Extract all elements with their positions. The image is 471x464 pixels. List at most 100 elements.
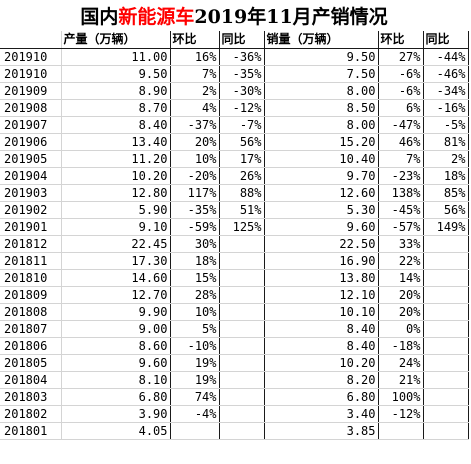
cell-sales-mom[interactable]: -6%	[378, 65, 424, 83]
cell-sales[interactable]: 10.20	[264, 354, 379, 372]
cell-production-mom[interactable]: 19%	[170, 371, 220, 389]
cell-sales-yoy[interactable]: -44%	[423, 48, 469, 66]
cell-production-mom[interactable]: 20%	[170, 133, 220, 151]
cell-sales-mom[interactable]: 20%	[378, 286, 424, 304]
cell-sales[interactable]: 9.70	[264, 167, 379, 185]
cell-production-yoy[interactable]: 56%	[219, 133, 265, 151]
cell-production-yoy[interactable]: -12%	[219, 99, 265, 117]
cell-production-mom[interactable]: -4%	[170, 405, 220, 423]
header-month[interactable]	[0, 31, 62, 49]
cell-production-yoy[interactable]: 125%	[219, 218, 265, 236]
cell-sales-mom[interactable]: 0%	[378, 320, 424, 338]
cell-production-yoy[interactable]	[219, 422, 265, 440]
cell-month[interactable]: 201801	[0, 422, 62, 440]
cell-production[interactable]: 13.40	[61, 133, 171, 151]
cell-production-yoy[interactable]	[219, 405, 265, 423]
cell-month[interactable]: 201807	[0, 320, 62, 338]
cell-sales-mom[interactable]: 21%	[378, 371, 424, 389]
cell-sales-mom[interactable]: 20%	[378, 303, 424, 321]
cell-production-mom[interactable]: 5%	[170, 320, 220, 338]
cell-sales[interactable]: 5.30	[264, 201, 379, 219]
cell-sales[interactable]: 8.00	[264, 82, 379, 100]
cell-sales-mom[interactable]: -6%	[378, 82, 424, 100]
cell-production-mom[interactable]: 28%	[170, 286, 220, 304]
cell-production-mom[interactable]: 18%	[170, 252, 220, 270]
cell-sales-yoy[interactable]	[423, 354, 469, 372]
cell-sales-mom[interactable]: 7%	[378, 150, 424, 168]
cell-sales-mom[interactable]: 138%	[378, 184, 424, 202]
cell-production-mom[interactable]: 2%	[170, 82, 220, 100]
cell-month[interactable]: 201910	[0, 65, 62, 83]
cell-production[interactable]: 6.80	[61, 388, 171, 406]
cell-production-yoy[interactable]	[219, 252, 265, 270]
cell-sales-yoy[interactable]	[423, 320, 469, 338]
cell-sales-yoy[interactable]: -5%	[423, 116, 469, 134]
header-sales-yoy[interactable]: 同比	[423, 31, 469, 49]
cell-sales[interactable]: 7.50	[264, 65, 379, 83]
header-production-yoy[interactable]: 同比	[219, 31, 265, 49]
cell-production-mom[interactable]: -10%	[170, 337, 220, 355]
cell-sales-yoy[interactable]: 149%	[423, 218, 469, 236]
cell-production[interactable]: 10.20	[61, 167, 171, 185]
cell-production-yoy[interactable]	[219, 354, 265, 372]
cell-month[interactable]: 201902	[0, 201, 62, 219]
header-production-mom[interactable]: 环比	[170, 31, 220, 49]
cell-sales-yoy[interactable]	[423, 286, 469, 304]
cell-sales[interactable]: 9.60	[264, 218, 379, 236]
cell-sales-yoy[interactable]: 18%	[423, 167, 469, 185]
cell-production[interactable]: 8.10	[61, 371, 171, 389]
cell-production-mom[interactable]: 74%	[170, 388, 220, 406]
cell-month[interactable]: 201802	[0, 405, 62, 423]
cell-month[interactable]: 201905	[0, 150, 62, 168]
cell-sales[interactable]: 15.20	[264, 133, 379, 151]
cell-sales[interactable]: 12.10	[264, 286, 379, 304]
cell-month[interactable]: 201803	[0, 388, 62, 406]
cell-production-yoy[interactable]: 26%	[219, 167, 265, 185]
cell-sales[interactable]: 6.80	[264, 388, 379, 406]
cell-production-yoy[interactable]: -30%	[219, 82, 265, 100]
cell-sales-mom[interactable]: -47%	[378, 116, 424, 134]
cell-production-yoy[interactable]	[219, 388, 265, 406]
cell-month[interactable]: 201808	[0, 303, 62, 321]
header-sales[interactable]: 销量（万辆）	[264, 31, 379, 49]
cell-sales[interactable]: 9.50	[264, 48, 379, 66]
cell-production-mom[interactable]: -20%	[170, 167, 220, 185]
cell-sales[interactable]: 8.00	[264, 116, 379, 134]
cell-sales-yoy[interactable]	[423, 405, 469, 423]
cell-month[interactable]: 201910	[0, 48, 62, 66]
cell-production-mom[interactable]: 117%	[170, 184, 220, 202]
cell-production-mom[interactable]: 15%	[170, 269, 220, 287]
cell-sales-mom[interactable]: -18%	[378, 337, 424, 355]
cell-sales-mom[interactable]: 33%	[378, 235, 424, 253]
cell-production-mom[interactable]: 16%	[170, 48, 220, 66]
cell-sales-mom[interactable]: -45%	[378, 201, 424, 219]
cell-production[interactable]: 4.05	[61, 422, 171, 440]
cell-production[interactable]: 9.10	[61, 218, 171, 236]
cell-month[interactable]: 201908	[0, 99, 62, 117]
header-production[interactable]: 产量（万辆）	[61, 31, 171, 49]
cell-sales-yoy[interactable]: -46%	[423, 65, 469, 83]
cell-production[interactable]: 5.90	[61, 201, 171, 219]
cell-sales-mom[interactable]: -23%	[378, 167, 424, 185]
cell-sales[interactable]: 8.40	[264, 320, 379, 338]
cell-production[interactable]: 9.50	[61, 65, 171, 83]
cell-sales-yoy[interactable]	[423, 269, 469, 287]
cell-production-mom[interactable]: 10%	[170, 303, 220, 321]
cell-sales-mom[interactable]: -12%	[378, 405, 424, 423]
cell-month[interactable]: 201806	[0, 337, 62, 355]
cell-sales-yoy[interactable]	[423, 388, 469, 406]
cell-production[interactable]: 14.60	[61, 269, 171, 287]
cell-sales-mom[interactable]: -57%	[378, 218, 424, 236]
cell-sales-mom[interactable]: 14%	[378, 269, 424, 287]
cell-production-yoy[interactable]	[219, 320, 265, 338]
cell-sales-yoy[interactable]	[423, 371, 469, 389]
cell-month[interactable]: 201810	[0, 269, 62, 287]
cell-production[interactable]: 8.60	[61, 337, 171, 355]
cell-sales-mom[interactable]: 27%	[378, 48, 424, 66]
cell-production-yoy[interactable]: 88%	[219, 184, 265, 202]
cell-production-mom[interactable]	[170, 422, 220, 440]
cell-month[interactable]: 201906	[0, 133, 62, 151]
cell-production-yoy[interactable]: -36%	[219, 48, 265, 66]
cell-sales[interactable]: 8.20	[264, 371, 379, 389]
cell-sales[interactable]: 10.10	[264, 303, 379, 321]
